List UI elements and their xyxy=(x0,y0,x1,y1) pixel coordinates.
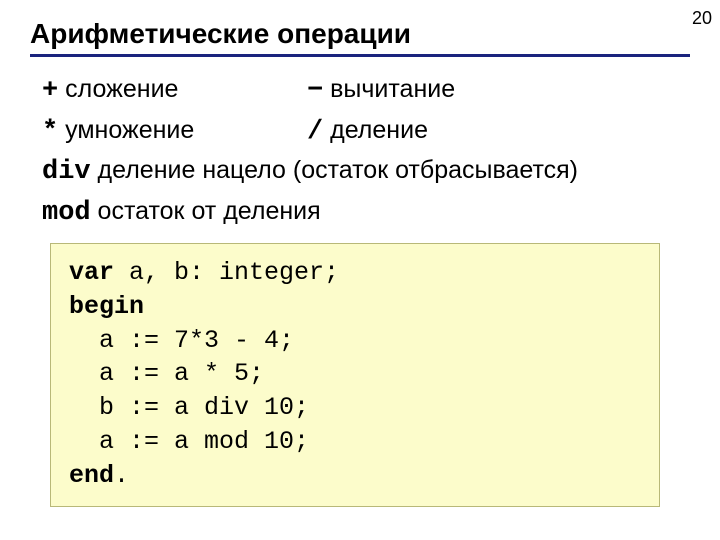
op-mul: * умножение xyxy=(42,112,307,153)
code-l7b: . xyxy=(114,461,129,490)
op-div: / деление xyxy=(307,112,690,153)
mul-label: умножение xyxy=(58,116,194,144)
code-l4: a := a * 5; xyxy=(69,359,264,388)
op-plus: + сложение xyxy=(42,71,307,112)
code-kw-end: end xyxy=(69,461,114,490)
code-example: var a, b: integer; begin a := 7*3 - 4; a… xyxy=(50,243,660,507)
code-l6: a := a mod 10; xyxy=(69,427,309,456)
mul-symbol: * xyxy=(42,117,58,147)
ops-row-1: + сложение − вычитание xyxy=(42,71,690,112)
code-l1b: a, b: integer; xyxy=(114,258,339,287)
div-keyword: div xyxy=(42,157,91,187)
code-kw-begin: begin xyxy=(69,292,144,321)
plus-label: сложение xyxy=(58,75,178,103)
mod-keyword-label: остаток от деления xyxy=(91,197,321,225)
minus-label: вычитание xyxy=(323,75,455,103)
mod-keyword: mod xyxy=(42,198,91,228)
code-kw-var: var xyxy=(69,258,114,287)
code-l5: b := a div 10; xyxy=(69,393,309,422)
op-minus: − вычитание xyxy=(307,71,690,112)
op-div-kw: div деление нацело (остаток отбрасываетс… xyxy=(42,152,690,193)
op-mod-kw: mod остаток от деления xyxy=(42,193,690,234)
div-label: деление xyxy=(323,116,428,144)
title-underline xyxy=(30,54,690,57)
div-symbol: / xyxy=(307,117,323,147)
code-l3: a := 7*3 - 4; xyxy=(69,326,294,355)
slide-title: Арифметические операции xyxy=(30,18,690,50)
slide-content: Арифметические операции + сложение − выч… xyxy=(0,0,720,507)
ops-row-2: * умножение / деление xyxy=(42,112,690,153)
operations-list: + сложение − вычитание * умножение / дел… xyxy=(30,71,690,233)
plus-symbol: + xyxy=(42,76,58,106)
minus-symbol: − xyxy=(307,76,323,106)
page-number: 20 xyxy=(692,8,712,29)
div-keyword-label: деление нацело (остаток отбрасывается) xyxy=(91,156,578,184)
